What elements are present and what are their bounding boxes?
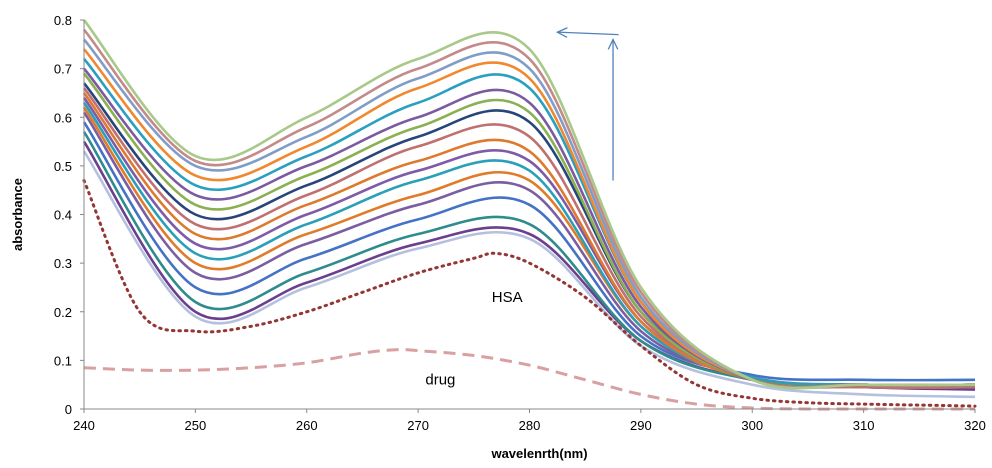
x-tick-label: 280 [519, 418, 541, 433]
y-tick-label: 0.7 [54, 62, 72, 77]
x-tick-label: 240 [73, 418, 95, 433]
x-tick-labels: 240 250 260 270 280 290 300 310 320 [73, 409, 986, 433]
hsa-series-line [82, 179, 977, 408]
y-tick-label: 0.8 [54, 13, 72, 28]
x-tick-label: 300 [741, 418, 763, 433]
titration-series-line [83, 38, 976, 389]
titration-series-line [82, 101, 976, 387]
titration-series-line [82, 106, 976, 387]
y-axis-title: absorbance [10, 178, 25, 251]
y-tick-label: 0.2 [54, 305, 72, 320]
y-tick-label: 0.1 [54, 353, 72, 368]
x-tick-label: 260 [296, 418, 318, 433]
titration-series-line [82, 19, 976, 390]
plot-area [82, 19, 977, 411]
arrows [555, 27, 619, 181]
titration-series-line [82, 150, 976, 399]
y-tick-label: 0 [65, 402, 72, 417]
annotations: HSA drug [425, 289, 522, 389]
annotation-label: drug [425, 372, 455, 389]
titration-series-line [82, 140, 976, 391]
arrow-shaft [557, 31, 619, 36]
x-tick-label: 290 [630, 418, 652, 433]
arrow-head-left-icon [555, 27, 568, 38]
x-tick-label: 270 [407, 418, 429, 433]
titration-series-line [82, 121, 976, 382]
y-tick-label: 0.3 [54, 256, 72, 271]
y-tick-label: 0.6 [54, 110, 72, 125]
x-tick-label: 320 [964, 418, 986, 433]
titration-series-line [82, 97, 976, 389]
y-tick-label: 0.5 [54, 159, 72, 174]
x-tick-label: 310 [853, 418, 875, 433]
x-tick-label: 250 [185, 418, 207, 433]
x-axis-title: wavelenrth(nm) [490, 446, 587, 461]
y-tick-labels: 0 0.1 0.2 0.3 0.4 0.5 0.6 0.7 0.8 [54, 13, 84, 417]
titration-series-line [83, 67, 976, 389]
y-tick-label: 0.4 [54, 208, 72, 223]
arrow-head-up-icon [607, 37, 619, 50]
annotation-label: HSA [492, 289, 523, 306]
